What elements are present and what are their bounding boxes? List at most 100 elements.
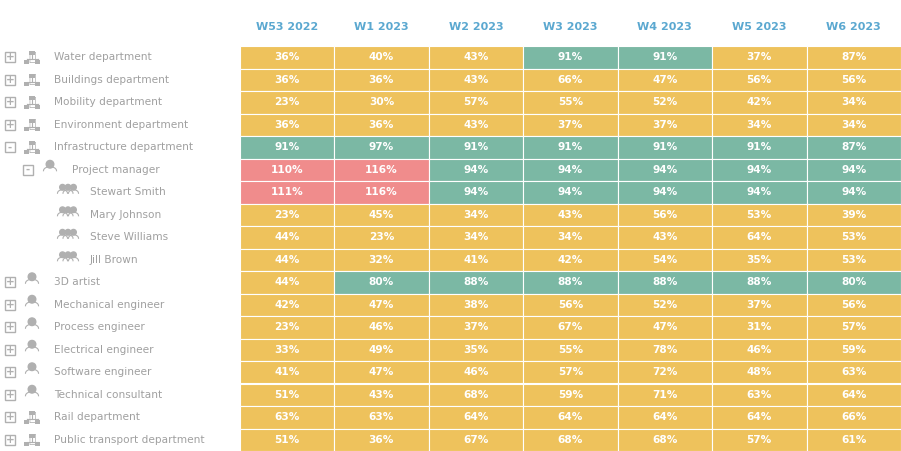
Bar (712, 294, 806, 316)
Bar (240, 226, 334, 249)
Text: 88%: 88% (747, 277, 772, 287)
Text: Electrical engineer: Electrical engineer (54, 345, 153, 355)
Text: 64%: 64% (463, 412, 488, 422)
Text: ⚿: ⚿ (28, 433, 36, 446)
Bar (334, 339, 429, 361)
Text: 47%: 47% (652, 75, 678, 85)
Bar (523, 114, 617, 136)
Text: +: + (5, 120, 14, 130)
Text: -: - (26, 165, 30, 175)
Bar (240, 158, 334, 181)
Text: W3 2023: W3 2023 (543, 22, 597, 32)
Bar (617, 316, 712, 339)
Bar (617, 136, 712, 158)
Text: 68%: 68% (652, 435, 678, 445)
Text: 57%: 57% (463, 97, 488, 107)
Bar (29, 97, 35, 100)
Bar (712, 158, 806, 181)
Bar (523, 339, 617, 361)
Text: Mary Johnson: Mary Johnson (90, 210, 161, 220)
Text: 42%: 42% (274, 300, 300, 310)
Bar (429, 69, 523, 91)
Text: +: + (5, 277, 14, 287)
Bar (240, 181, 334, 203)
Bar (429, 226, 523, 249)
Text: 34%: 34% (841, 120, 867, 130)
Bar (23, 442, 29, 446)
Circle shape (59, 184, 65, 190)
Text: Water department: Water department (54, 52, 151, 62)
Circle shape (70, 207, 77, 212)
Text: 38%: 38% (463, 300, 488, 310)
Text: 116%: 116% (365, 165, 397, 175)
Bar (23, 60, 29, 64)
Text: 36%: 36% (274, 120, 300, 130)
Bar (35, 127, 41, 131)
Bar (429, 339, 523, 361)
Text: +: + (5, 97, 14, 107)
Text: 94%: 94% (652, 165, 678, 175)
Bar (806, 158, 901, 181)
Text: 71%: 71% (652, 390, 678, 400)
Text: 91%: 91% (652, 52, 678, 62)
Text: 23%: 23% (274, 210, 300, 220)
Text: 43%: 43% (463, 120, 488, 130)
Text: 36%: 36% (369, 435, 394, 445)
Bar (429, 271, 523, 294)
Bar (429, 361, 523, 383)
Bar (806, 406, 901, 428)
Text: 87%: 87% (841, 142, 867, 152)
Bar (429, 136, 523, 158)
Text: 54%: 54% (652, 255, 678, 265)
Text: 61%: 61% (841, 435, 867, 445)
Bar (240, 339, 334, 361)
Circle shape (28, 386, 36, 393)
Bar (334, 226, 429, 249)
Bar (712, 383, 806, 406)
FancyBboxPatch shape (5, 435, 15, 445)
Text: 30%: 30% (369, 97, 394, 107)
Bar (429, 294, 523, 316)
Bar (23, 127, 29, 131)
Bar (35, 60, 41, 64)
Bar (29, 119, 35, 123)
Bar (334, 114, 429, 136)
Text: 68%: 68% (463, 390, 488, 400)
Bar (334, 158, 429, 181)
Bar (712, 428, 806, 451)
Bar (523, 226, 617, 249)
Circle shape (59, 207, 65, 212)
Bar (23, 150, 29, 154)
Text: 67%: 67% (463, 435, 488, 445)
Bar (617, 203, 712, 226)
Text: ⚿: ⚿ (28, 51, 36, 64)
Bar (523, 406, 617, 428)
Bar (712, 114, 806, 136)
Text: 42%: 42% (747, 97, 772, 107)
Bar (523, 46, 617, 69)
Text: 91%: 91% (558, 142, 583, 152)
Text: ⚿: ⚿ (28, 73, 36, 86)
Bar (806, 271, 901, 294)
Text: 56%: 56% (652, 210, 678, 220)
Text: 43%: 43% (558, 210, 583, 220)
FancyBboxPatch shape (5, 75, 15, 85)
Text: Buildings department: Buildings department (54, 75, 169, 85)
Bar (617, 294, 712, 316)
Text: 78%: 78% (652, 345, 678, 355)
Text: +: + (5, 345, 14, 355)
Text: Mobility department: Mobility department (54, 97, 162, 107)
Bar (617, 428, 712, 451)
Text: Software engineer: Software engineer (54, 367, 151, 377)
Bar (334, 249, 429, 271)
FancyBboxPatch shape (23, 165, 33, 175)
Text: 111%: 111% (270, 187, 304, 197)
Bar (240, 406, 334, 428)
Text: 56%: 56% (842, 300, 867, 310)
FancyBboxPatch shape (5, 390, 15, 400)
Bar (334, 136, 429, 158)
Text: 43%: 43% (369, 390, 394, 400)
Text: 42%: 42% (558, 255, 583, 265)
Bar (334, 316, 429, 339)
Text: 57%: 57% (558, 367, 583, 377)
